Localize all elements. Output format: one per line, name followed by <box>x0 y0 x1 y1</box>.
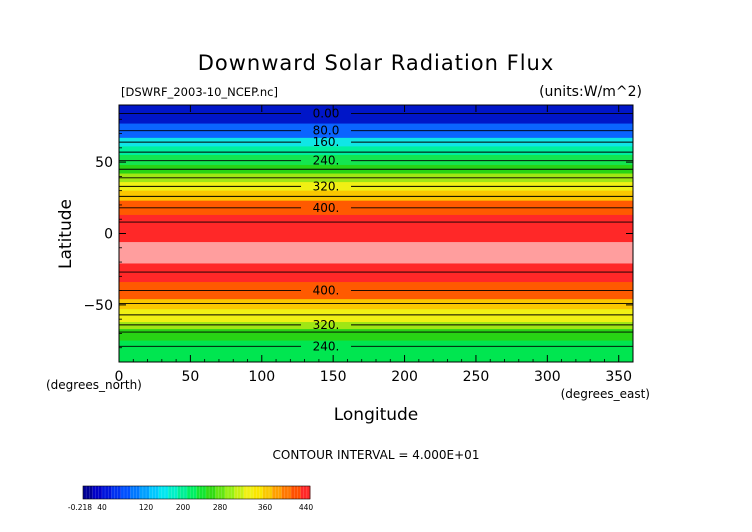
contour-label-12: 400. <box>313 284 340 298</box>
colorbar-swatch-12 <box>196 486 207 499</box>
contour-label-9: 400. <box>313 201 340 215</box>
latitude-band-3 <box>119 146 633 156</box>
chart-title: Downward Solar Radiation Flux <box>198 51 555 75</box>
x-tick-label-250: 250 <box>463 369 490 385</box>
colorbar-frame <box>82 485 311 500</box>
colorbar-label-3: 200 <box>176 503 191 512</box>
x-tick-label-350: 350 <box>605 369 632 385</box>
latitude-band-8 <box>119 190 633 202</box>
latitude-band-12 <box>119 263 633 283</box>
colorbar-swatch-7 <box>149 486 160 499</box>
colorbar-swatch-13 <box>205 486 216 499</box>
contour-label-1: 80.0 <box>313 124 340 138</box>
y-axis-label: Latitude <box>56 199 76 269</box>
colorbar <box>82 485 311 500</box>
colorbar-swatch-21 <box>281 486 292 499</box>
colorbar-label-2: 120 <box>139 503 154 512</box>
colorbar-swatch-16 <box>234 486 245 499</box>
colorbar-swatch-5 <box>130 486 141 499</box>
colorbar-labels: -0.218 40 120 200 280 360 440 <box>68 503 313 512</box>
contour-label-7: 320. <box>313 179 340 193</box>
contour-label-0: 0.00 <box>313 107 340 121</box>
latitude-band-10 <box>119 214 633 243</box>
colorbar-label-6: 440 <box>299 503 314 512</box>
colorbar-label-1: 40 <box>97 503 107 512</box>
contour-label-2: 160. <box>313 135 340 149</box>
colorbar-swatch-23 <box>300 486 311 499</box>
x-tick-label-150: 150 <box>320 369 347 385</box>
contour-label-4: 240. <box>313 154 340 168</box>
colorbar-swatch-22 <box>291 486 301 499</box>
y-axis-ticks: 50 0 −50 <box>83 118 633 349</box>
latitude-band-0 <box>119 105 633 125</box>
contour-label-15: 320. <box>313 318 340 332</box>
latitude-band-14 <box>119 299 633 310</box>
colorbar-swatch-10 <box>177 486 188 499</box>
y-tick-label-0: 0 <box>104 227 113 243</box>
colorbar-swatch-20 <box>272 486 283 499</box>
latitude-band-16 <box>119 322 633 330</box>
x-tick-label-300: 300 <box>534 369 561 385</box>
colorbar-swatch-18 <box>253 486 264 499</box>
x-axis-ticks: 0 50 100 150 200 250 300 350 <box>115 105 632 385</box>
colorbar-swatch-19 <box>262 486 273 499</box>
colorbar-swatch-15 <box>224 486 235 499</box>
colorbar-swatch-2 <box>101 486 112 499</box>
colorbar-swatch-11 <box>187 486 197 499</box>
x-axis-label: Longitude <box>334 405 419 425</box>
colorbar-label-0: -0.218 <box>68 503 92 512</box>
colorbar-swatch-6 <box>139 486 150 499</box>
source-label: [DSWRF_2003-10_NCEP.nc] <box>121 85 278 99</box>
colorbar-swatch-1 <box>92 486 103 499</box>
x-tick-label-0: 0 <box>115 369 124 385</box>
y-tick-label--50: −50 <box>83 298 113 314</box>
latitude-band-4 <box>119 154 633 166</box>
colorbar-swatch-3 <box>111 486 122 499</box>
colorbar-label-4: 280 <box>213 503 228 512</box>
colorbar-swatch-17 <box>243 486 254 499</box>
latitude-band-17 <box>119 329 633 342</box>
colorbar-label-5: 360 <box>258 503 273 512</box>
x-tick-label-200: 200 <box>391 369 418 385</box>
y-axis-unit-label: (degrees_north) <box>46 378 142 392</box>
x-tick-label-100: 100 <box>248 369 275 385</box>
colorbar-swatch-0 <box>83 486 93 499</box>
colorbar-swatch-9 <box>168 486 178 499</box>
colorbar-swatch-8 <box>158 486 169 499</box>
colorbar-swatch-4 <box>120 486 131 499</box>
contour-label-17: 240. <box>313 339 340 353</box>
latitude-band-15 <box>119 309 633 323</box>
units-label: (units:W/m^2) <box>539 84 642 100</box>
latitude-band-11 <box>119 242 633 264</box>
y-tick-label-50: 50 <box>95 155 113 171</box>
colorbar-swatch-14 <box>215 486 226 499</box>
latitude-bands <box>119 105 633 363</box>
x-tick-label-50: 50 <box>181 369 199 385</box>
contour-interval-text: CONTOUR INTERVAL = 4.000E+01 <box>273 448 480 462</box>
x-axis-unit-label: (degrees_east) <box>561 387 650 401</box>
